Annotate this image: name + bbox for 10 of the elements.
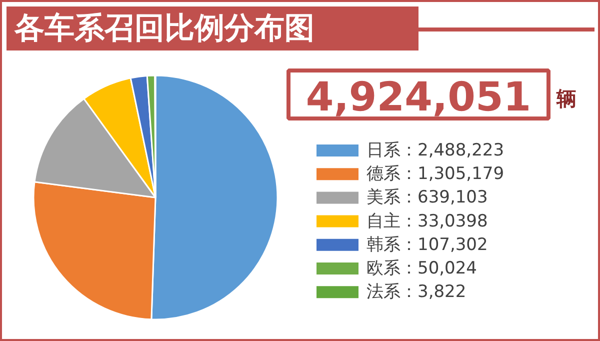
chart-title: 各车系召回比例分布图 xyxy=(14,11,314,46)
legend-label: 日系：2,488,223 xyxy=(366,140,504,160)
legend-label: 美系：639,103 xyxy=(366,188,488,208)
legend-label: 法系：3,822 xyxy=(366,282,466,302)
text: 4,924,051 xyxy=(306,74,532,120)
legend-label: 德系：1,305,179 xyxy=(366,164,504,184)
legend-label: 自主：33,0398 xyxy=(366,211,488,232)
legend-label: 韩系：107,302 xyxy=(366,234,488,255)
text: 辆 xyxy=(556,86,576,110)
legend-label: 欧系：50,024 xyxy=(366,258,477,278)
